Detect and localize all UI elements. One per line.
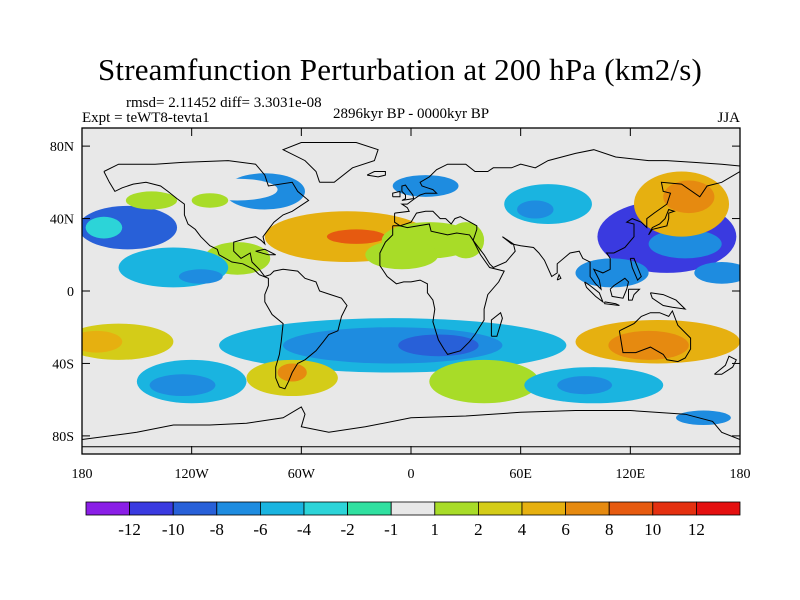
colorbar-box [85,501,130,516]
contour-region [694,262,740,284]
coastline [714,355,737,375]
x-tick-label: 60W [288,467,316,482]
contour-region [447,222,485,259]
colorbar-box [608,501,654,516]
y-tick-label: 40N [50,213,74,228]
coastline [394,149,740,291]
coastline [628,288,641,301]
contour-region [676,410,731,426]
contour-region [85,216,123,239]
colorbar-box [521,501,566,516]
colorbar-box [696,501,741,516]
colorbar-box [652,501,697,516]
contour-region [648,229,722,259]
colorbar-label: 1 [431,520,440,539]
y-tick-label: 40S [52,357,74,372]
map-area [82,128,740,454]
colorbar-label: -8 [210,520,224,539]
colorbar-label: -4 [297,520,312,539]
x-tick-label: 180 [72,467,93,482]
colorbar-box [129,501,174,516]
x-tick-label: 180 [730,467,751,482]
coastline [103,160,348,390]
coastline [401,184,415,201]
y-tick-label: 80N [50,140,74,155]
contour-region [82,205,178,250]
colorbar-box [390,501,436,516]
contour-region [82,330,123,353]
x-tick-label: 120E [616,467,646,482]
x-tick-label: 120W [175,467,210,482]
contour-region [178,269,223,284]
coastline [366,171,386,178]
colorbar-box [172,501,218,516]
y-tick-label: 0 [67,285,74,300]
chart-title: Streamfunction Perturbation at 200 hPa (… [97,52,703,87]
colorbar-box [259,501,305,516]
x-tick-label: 60E [509,467,532,482]
colorbar-label: 4 [518,520,527,539]
contour-region [429,359,539,404]
season-label: JJA [717,110,740,126]
colorbar-label: -12 [118,520,141,539]
colorbar-box [216,501,261,516]
contour-region [365,240,439,270]
coastline [648,208,676,236]
x-tick-label: 0 [408,467,415,482]
colorbar: -12 -10 -8 -6 -4 -2 -1 1 2 4 6 8 10 12 [85,501,741,539]
coastline [281,142,379,183]
contour-region [663,180,715,214]
y-tick-label: 80S [52,430,74,445]
colorbar-label: -2 [341,520,355,539]
coastline [379,223,505,355]
map-axes: 180 120W 60W 0 60E 120E 180 80N 40N 0 40S 80S [50,127,751,482]
contour-region [191,193,229,208]
contour-region [392,175,459,197]
coastline [392,190,401,198]
coastline [649,292,687,310]
coastline [609,277,630,299]
colorbar-label: -1 [384,520,398,539]
contour-region [517,200,554,219]
contour-region [326,229,386,244]
coastline [255,248,276,256]
coastline [556,273,562,281]
contour-region [557,376,613,395]
colorbar-label: 10 [644,520,661,539]
coastline [618,309,692,363]
coastline [584,281,605,304]
stats-label: rmsd= 2.11452 diff= 3.3031e-08 [126,95,322,111]
colorbar-label: -6 [253,520,267,539]
colorbar-label: -10 [162,520,185,539]
coastline [604,301,620,306]
colorbar-box [434,501,479,516]
colorbar-label: 2 [474,520,483,539]
colorbar-box [565,501,610,516]
contour-region [398,334,479,357]
contour-region [149,374,216,397]
coastline [490,311,503,337]
colorbar-label: 8 [605,520,614,539]
colorbar-box [303,501,348,516]
experiment-label: Expt = teWT8-tevta1 [82,110,210,126]
colorbar-label: 12 [688,520,705,539]
coastline [629,257,642,281]
contour-region [125,191,178,210]
colorbar-label: 6 [561,520,570,539]
coastline [82,406,740,440]
colorbar-box [347,501,392,516]
contour-region [575,258,649,288]
colorbar-box [477,501,523,516]
period-label: 2896kyr BP - 0000kyr BP [332,106,490,122]
